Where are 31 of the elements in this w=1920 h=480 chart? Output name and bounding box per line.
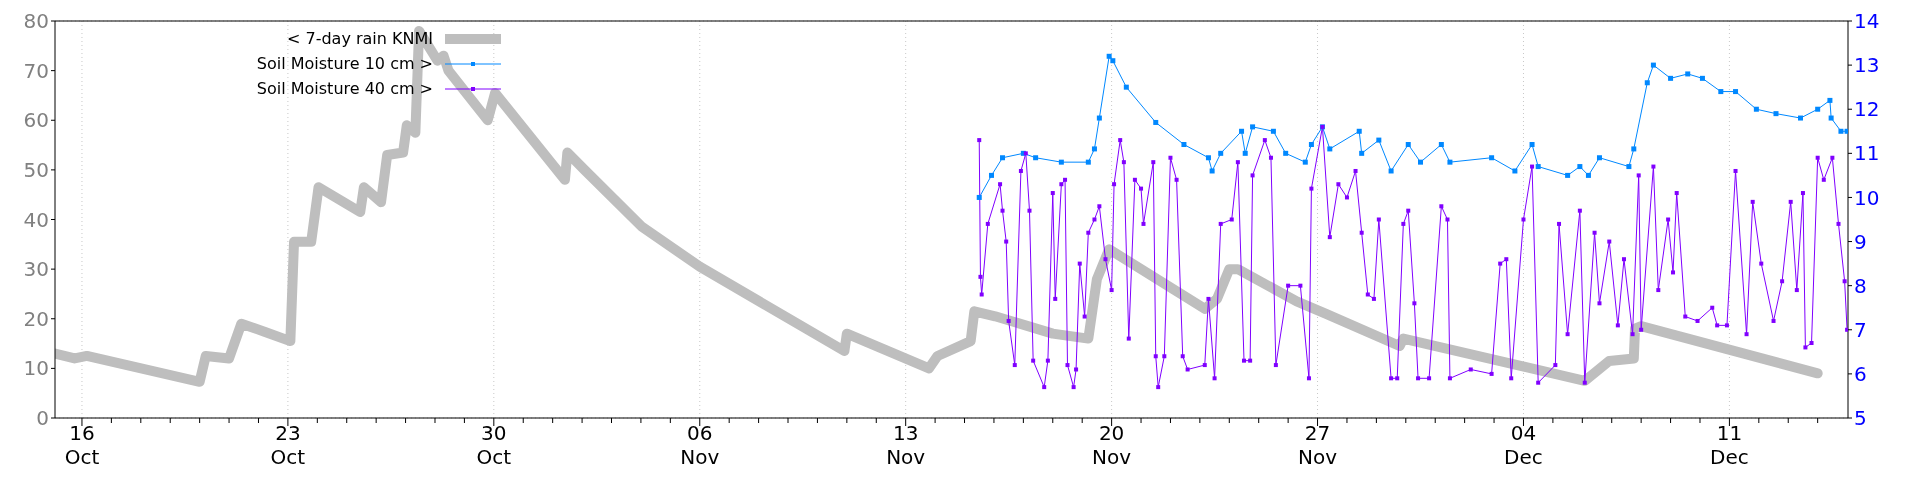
x-tick-label: 11 Dec xyxy=(1710,421,1749,469)
legend-label: Soil Moisture 10 cm > xyxy=(256,53,433,75)
legend-label: < 7-day rain KNMI xyxy=(287,28,433,50)
x-tick-label: 06 Nov xyxy=(680,421,720,469)
x-tick-label: 27 Nov xyxy=(1298,421,1338,469)
y2-tick-label: 7 xyxy=(1854,317,1867,342)
y-tick-label: 20 xyxy=(23,306,49,331)
x-tick-label: 16 Oct xyxy=(64,421,100,469)
y2-tick-label: 6 xyxy=(1854,361,1867,386)
y2-tick-label: 9 xyxy=(1854,229,1867,254)
y2-tick-label: 8 xyxy=(1854,273,1867,298)
y-tick-label: 50 xyxy=(23,157,49,182)
y2-tick-label: 13 xyxy=(1854,53,1880,78)
x-tick-label: 30 Oct xyxy=(476,421,512,469)
y2-tick-label: 10 xyxy=(1854,185,1880,210)
y-tick-label: 80 xyxy=(23,9,49,34)
x-tick-label: 04 Dec xyxy=(1504,421,1543,469)
y-tick-label: 70 xyxy=(23,58,49,83)
y2-tick-label: 12 xyxy=(1854,97,1880,122)
y-tick-label: 10 xyxy=(23,356,49,381)
x-tick-label: 20 Nov xyxy=(1092,421,1132,469)
y2-tick-label: 14 xyxy=(1854,9,1880,34)
legend-label: Soil Moisture 40 cm > xyxy=(256,78,433,100)
x-tick-label: 23 Oct xyxy=(270,421,306,469)
y-tick-label: 40 xyxy=(23,207,49,232)
y-tick-label: 0 xyxy=(36,406,49,431)
x-tick-label: 13 Nov xyxy=(886,421,926,469)
y2-tick-label: 5 xyxy=(1854,406,1867,431)
y2-tick-label: 11 xyxy=(1854,141,1880,166)
y-tick-label: 60 xyxy=(23,108,49,133)
y-tick-label: 30 xyxy=(23,257,49,282)
